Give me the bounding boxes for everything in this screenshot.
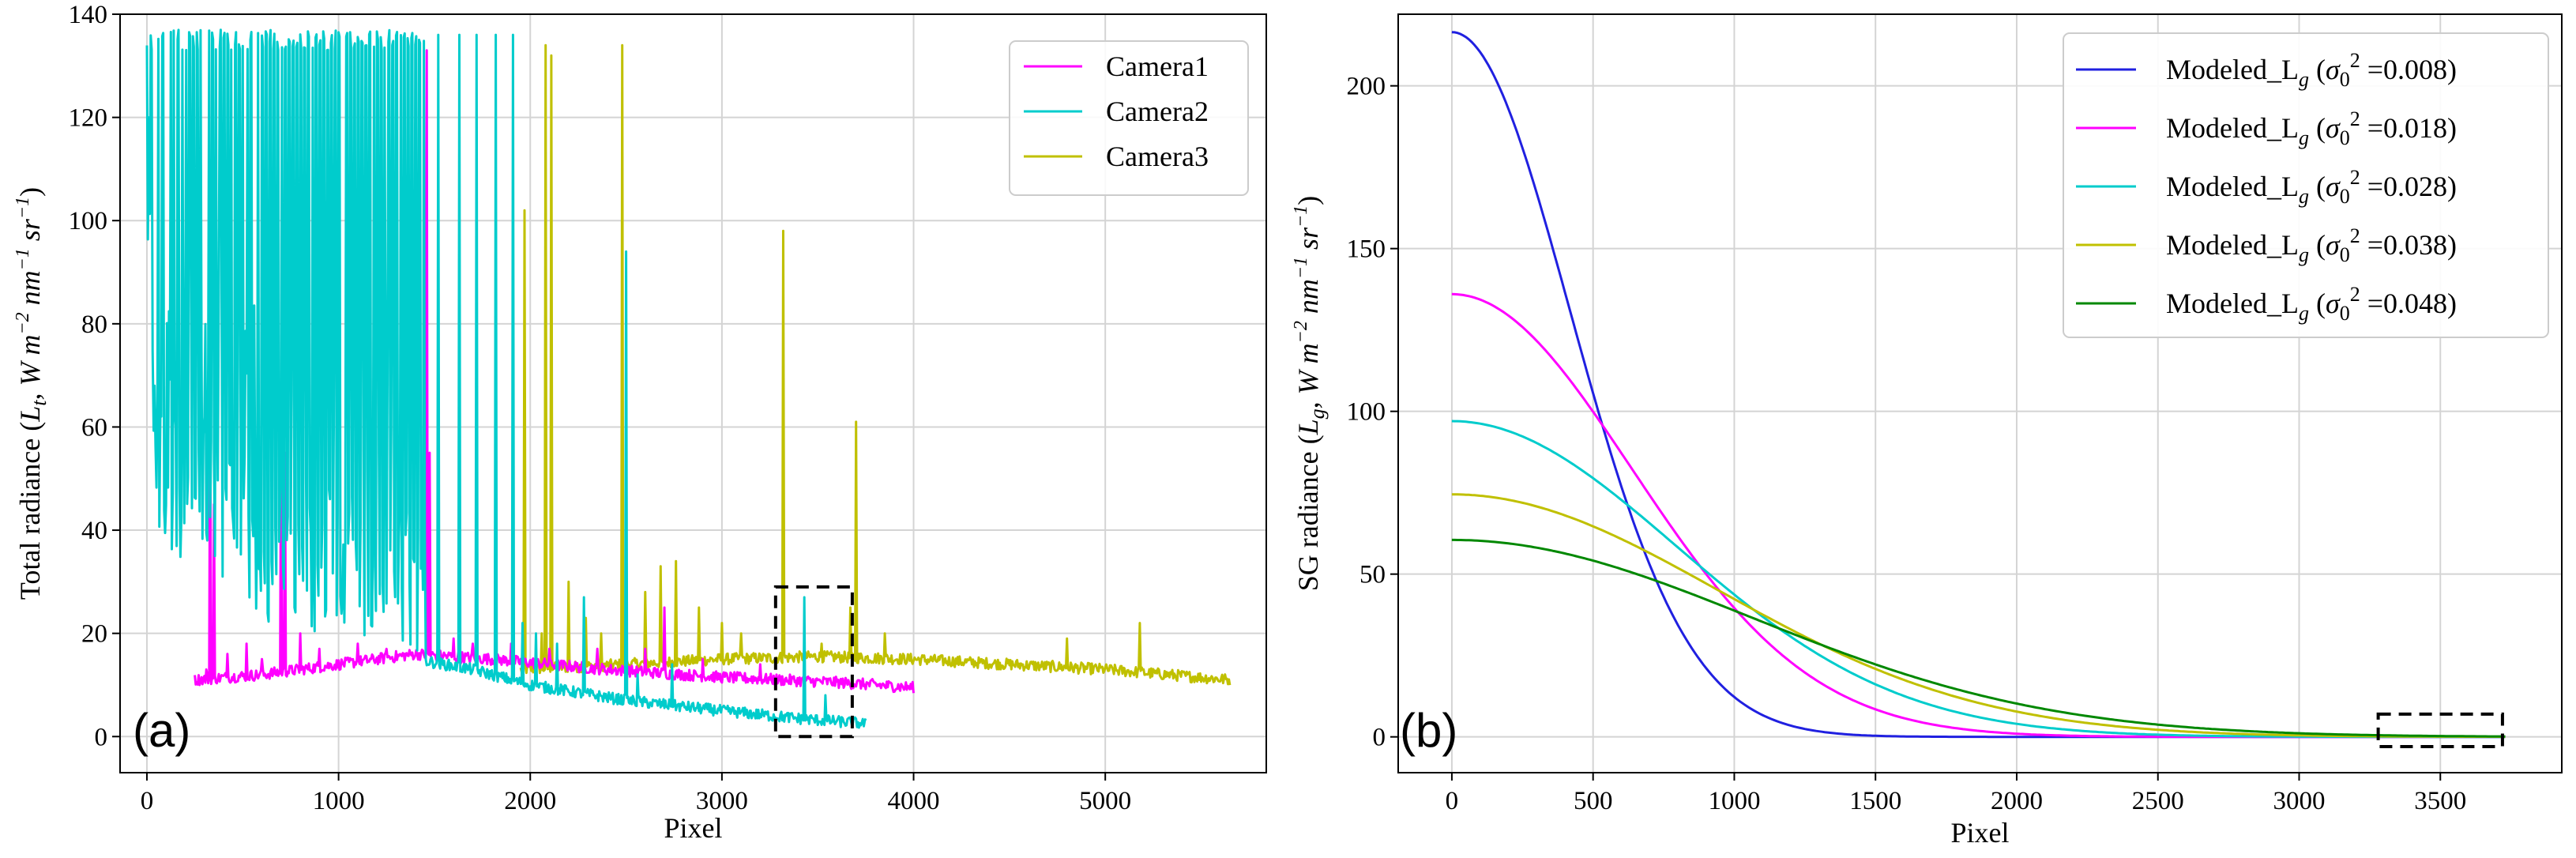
chart-b-frame [1397, 13, 2563, 773]
legend-label: Modeled_Lg (σ02 =0.008) [2166, 49, 2457, 91]
chart-b-ylabel: SG radiance (Lg, W m−2 nm−1 sr−1) [1291, 196, 1329, 592]
legend-label: Camera1 [1106, 51, 1209, 82]
chart-a-frame [119, 13, 1267, 773]
chart-b-legend: Modeled_Lg (σ02 =0.008) Modeled_Lg (σ02 =… [2063, 32, 2549, 338]
tick-label-x: 2000 [1991, 787, 2043, 815]
legend-label: Camera2 [1106, 96, 1209, 127]
series-line-2 [1451, 420, 2506, 739]
tick-label-x: 3000 [2273, 787, 2326, 815]
tick-label-x: 1500 [1849, 787, 1901, 815]
chart-a-ylabel: Total radiance (Lt, W m−2 nm−1 sr−1) [13, 187, 51, 600]
tick-label-y: 0 [1373, 724, 1386, 752]
series-line-4 [1451, 538, 2506, 738]
series-line-3 [1451, 493, 2506, 739]
legend-label: Modeled_Lg (σ02 =0.038) [2166, 224, 2457, 266]
tick-label-y: 80 [81, 310, 107, 339]
tick-label-y: 40 [81, 517, 107, 545]
chart-b-series-lines [1451, 31, 2506, 739]
tick-label-x: 500 [1574, 787, 1613, 815]
tick-label-y: 100 [1347, 398, 1386, 427]
tick-label-x: 5000 [1079, 787, 1131, 815]
tick-label-y: 150 [1347, 235, 1386, 264]
tick-label-y: 20 [81, 620, 107, 649]
chart-a-legend: Camera1 Camera2 Camera3 [1009, 40, 1249, 196]
chart-a-ticks: 0 1000 2000 3000 4000 5000 0 20 40 60 80 100 120 140 [69, 1, 1132, 815]
tick-label-x: 3500 [2414, 787, 2466, 815]
chart-a-xlabel: Pixel [664, 812, 722, 844]
tick-label-x: 0 [141, 787, 154, 815]
legend-label: Modeled_Lg (σ02 =0.018) [2166, 107, 2457, 149]
series-line-1 [1451, 292, 2506, 739]
chart-b-xlabel: Pixel [1950, 817, 2009, 849]
tick-label-y: 140 [69, 1, 108, 29]
chart-b-panel-label: (b) [1400, 704, 1457, 757]
legend-label: Modeled_Lg (σ02 =0.048) [2166, 283, 2457, 325]
chart-a-panel-label: (a) [133, 704, 190, 757]
tick-label-x: 1000 [1708, 787, 1760, 815]
chart-a-dashed-box [773, 585, 854, 739]
tick-label-y: 120 [69, 104, 108, 133]
tick-label-y: 200 [1347, 73, 1386, 101]
tick-label-y: 50 [1359, 561, 1386, 589]
legend-label: Modeled_Lg (σ02 =0.028) [2166, 166, 2457, 208]
tick-label-y: 100 [69, 207, 108, 235]
chart-b: 0 500 1000 1500 2000 2500 3000 3500 0 50 100 150 200… [1291, 13, 2563, 849]
series-line-camera1 [194, 49, 915, 694]
series-line-camera2 [145, 28, 867, 729]
tick-label-x: 4000 [888, 787, 940, 815]
chart-b-dashed-box [2376, 712, 2504, 749]
tick-label-x: 2500 [2132, 787, 2184, 815]
tick-label-y: 60 [81, 413, 107, 442]
tick-label-x: 0 [1446, 787, 1459, 815]
legend-label: Camera3 [1106, 141, 1209, 172]
tick-label-y: 0 [95, 723, 108, 751]
chart-a-series-lines [145, 28, 1232, 729]
tick-label-x: 2000 [504, 787, 556, 815]
tick-label-x: 1000 [313, 787, 365, 815]
chart-a: 0 1000 2000 3000 4000 5000020406080100120140 … [13, 1, 1267, 844]
legend-box [2063, 32, 2549, 338]
chart-b-ticks: 0 500 1000 1500 2000 2500 3000 3500 0 50 100 150 200 [1347, 73, 2467, 815]
tick-label-x: 3000 [696, 787, 748, 815]
